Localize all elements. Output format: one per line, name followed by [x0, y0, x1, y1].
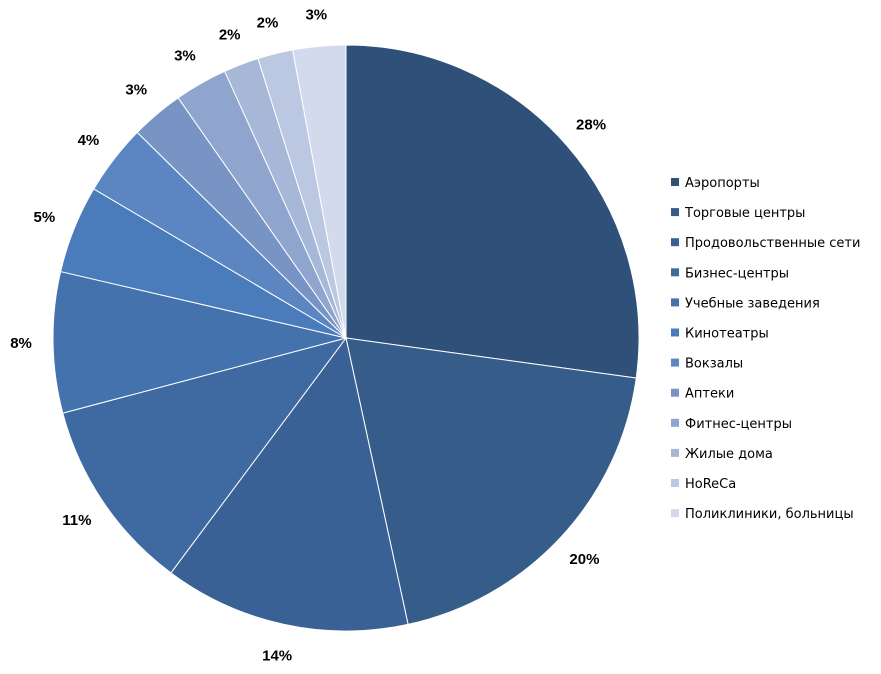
value: 2 — [257, 15, 265, 32]
legend-label: Продовольственные сети — [685, 236, 860, 251]
unit: % — [279, 648, 292, 665]
unit: % — [227, 27, 240, 44]
legend-label: Торговые центры — [684, 206, 805, 221]
legend-label: Аптеки — [685, 387, 734, 402]
legend-label: Вокзалы — [685, 357, 743, 372]
unit: % — [182, 48, 195, 65]
legend-label: Бизнес-центры — [685, 266, 789, 281]
data-label: 3% — [125, 82, 147, 99]
data-label: 14% — [262, 648, 292, 665]
data-label: 3% — [174, 48, 196, 65]
data-label: 5% — [33, 209, 55, 226]
pie-slice — [170, 336, 409, 632]
legend-label: Жилые дома — [685, 447, 773, 462]
legend-swatch — [671, 298, 679, 307]
pie-slice — [292, 44, 347, 339]
unit: % — [586, 551, 599, 568]
legend-swatch — [671, 328, 679, 337]
unit: % — [593, 116, 606, 133]
data-label: 3% — [305, 6, 327, 23]
value: 28 — [576, 116, 593, 133]
value: 5 — [33, 209, 41, 226]
value: 8 — [10, 335, 18, 352]
legend-swatch — [671, 479, 679, 487]
legend-swatch — [671, 509, 679, 518]
data-label: 11% — [62, 512, 91, 529]
legend-swatch — [671, 358, 679, 367]
unit: % — [86, 132, 99, 149]
unit: % — [265, 15, 278, 32]
value: 2 — [219, 27, 227, 44]
legend-label: HoReCa — [685, 477, 736, 492]
value: 3 — [305, 6, 313, 23]
data-label: 28% — [576, 116, 606, 133]
data-label: 2% — [257, 15, 279, 32]
pie-slice — [345, 337, 637, 625]
pie-slice — [345, 44, 640, 379]
pie-slice — [62, 337, 348, 574]
legend-label: Фитнес-центры — [685, 417, 792, 432]
unit: % — [42, 209, 55, 226]
value: 20 — [569, 551, 586, 568]
legend-swatch — [671, 178, 679, 186]
value: 3 — [174, 48, 182, 65]
legend-swatch — [671, 238, 679, 247]
value: 11 — [62, 512, 78, 529]
data-label: 8% — [10, 335, 32, 352]
legend-label: Поликлиники, больницы — [685, 507, 854, 522]
legend-swatch — [671, 208, 679, 217]
legend-swatch — [671, 388, 679, 397]
value: 3 — [125, 82, 133, 99]
data-label: 2% — [219, 27, 241, 44]
legend-label: Аэропорты — [685, 176, 760, 191]
unit: % — [134, 82, 147, 99]
legend-label: Учебные заведения — [685, 296, 820, 311]
unit: % — [314, 6, 327, 23]
unit: % — [19, 335, 32, 352]
pie-slice — [52, 270, 347, 414]
data-label: 4% — [78, 132, 100, 149]
legend-swatch — [671, 268, 679, 277]
value: 14 — [262, 648, 279, 665]
data-label: 20% — [569, 551, 599, 568]
value: 4 — [78, 132, 87, 149]
legend-label: Кинотеатры — [685, 327, 769, 342]
unit: % — [78, 512, 91, 529]
legend-swatch — [671, 448, 679, 457]
legend-swatch — [671, 418, 679, 427]
